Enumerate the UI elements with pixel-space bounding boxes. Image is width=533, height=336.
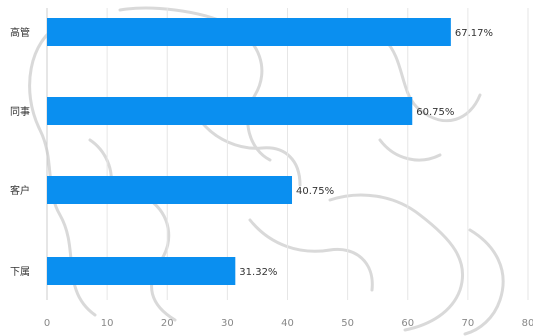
x-tick-label: 0 xyxy=(44,318,50,329)
value-label: 60.75% xyxy=(416,107,454,118)
category-label: 高管 xyxy=(10,26,30,39)
category-label: 客户 xyxy=(10,184,30,197)
value-label: 67.17% xyxy=(455,28,493,39)
category-label: 同事 xyxy=(10,105,30,118)
x-tick-label: 70 xyxy=(462,318,475,329)
x-tick-label: 60 xyxy=(401,318,414,329)
bar-3[interactable] xyxy=(47,257,236,285)
category-label: 下属 xyxy=(10,266,30,278)
bar-0[interactable] xyxy=(47,18,451,46)
bar-1[interactable] xyxy=(47,97,413,125)
x-tick-label: 80 xyxy=(522,318,533,329)
x-tick-label: 50 xyxy=(341,318,354,329)
x-tick-label: 30 xyxy=(221,318,234,329)
x-tick-label: 20 xyxy=(161,318,174,329)
x-tick-label: 40 xyxy=(281,318,294,329)
x-tick-label: 10 xyxy=(101,318,114,329)
value-label: 40.75% xyxy=(296,186,334,197)
value-label: 31.32% xyxy=(239,267,277,278)
elephant-watermark-icon xyxy=(28,6,505,336)
bar-2[interactable] xyxy=(47,176,293,204)
